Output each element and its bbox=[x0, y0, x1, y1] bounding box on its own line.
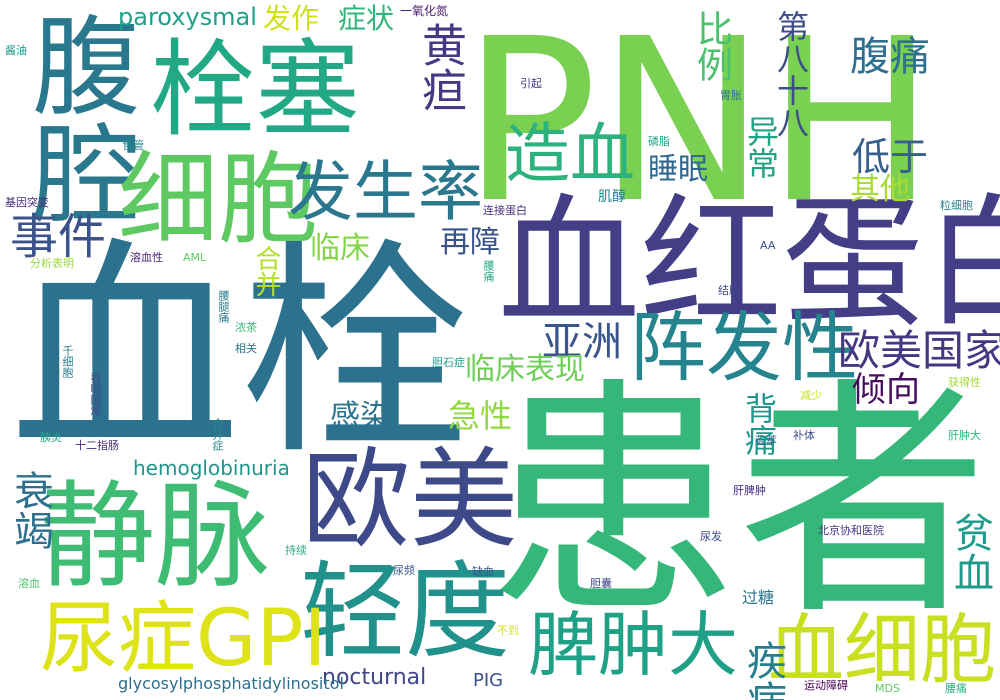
cloud-word: AML bbox=[183, 251, 207, 264]
cloud-word: 血红蛋白 bbox=[498, 181, 1000, 346]
cloud-word: 黄疸 bbox=[414, 22, 467, 112]
cloud-word: 血细胞 bbox=[768, 605, 996, 694]
cloud-word: 相关 bbox=[235, 342, 257, 355]
cloud-word: 比例 bbox=[691, 10, 732, 82]
cloud-word: AA bbox=[760, 239, 776, 252]
cloud-word: 第八十八 bbox=[772, 10, 810, 138]
cloud-word: 异常 bbox=[742, 115, 780, 179]
cloud-word: 缺血 bbox=[472, 565, 494, 578]
cloud-word: 减少 bbox=[800, 389, 822, 402]
cloud-word: 尿症GPI bbox=[40, 594, 327, 684]
cloud-word: 亚洲 bbox=[542, 319, 622, 365]
cloud-word: 尿发 bbox=[700, 530, 722, 543]
cloud-word: 欧美 bbox=[302, 438, 519, 563]
cloud-word: 其他 bbox=[850, 172, 910, 207]
cloud-word: 粒细胞 bbox=[940, 199, 973, 212]
cloud-word: 栓塞 bbox=[150, 29, 361, 151]
cloud-word: 低于 bbox=[852, 135, 929, 179]
cloud-word: 腹痛 bbox=[850, 34, 930, 80]
cloud-word: PNH bbox=[462, 0, 936, 253]
cloud-word: 浓茶 bbox=[235, 321, 257, 334]
cloud-word: 溶血性 bbox=[130, 251, 163, 264]
cloud-word: 连接蛋白 bbox=[483, 204, 527, 217]
cloud-word: 十二指肠 bbox=[75, 439, 119, 452]
cloud-word: 千细胞 bbox=[61, 345, 74, 378]
cloud-word: 倾向 bbox=[852, 370, 920, 410]
cloud-word: 一氧化氮 bbox=[400, 4, 449, 18]
cloud-word: 合并症 bbox=[211, 418, 224, 451]
cloud-word: 衰竭 bbox=[7, 470, 53, 550]
cloud-word: 肝肿大 bbox=[948, 429, 981, 442]
cloud-word: paroxysmal bbox=[118, 3, 257, 31]
cloud-word: 患者 bbox=[488, 357, 988, 648]
cloud-word: 轻度 bbox=[300, 551, 511, 673]
cloud-word: 酱油 bbox=[5, 44, 27, 57]
cloud-word: 引起 bbox=[520, 77, 542, 90]
cloud-word: 合并 bbox=[251, 245, 281, 297]
cloud-word: 细胞 bbox=[118, 141, 318, 258]
cloud-word: 背痛 bbox=[740, 392, 778, 456]
cloud-word: PIG bbox=[473, 670, 504, 691]
cloud-word: 再障 bbox=[440, 225, 500, 260]
cloud-word: 吞咽困难 bbox=[89, 372, 102, 416]
cloud-word: 腹腔 bbox=[14, 10, 139, 226]
cloud-word: 胆石症 bbox=[432, 356, 465, 369]
cloud-word: MDS bbox=[875, 682, 900, 695]
cloud-word: 腰腿痛 bbox=[217, 290, 230, 323]
cloud-word: 过糖 bbox=[742, 588, 775, 607]
cloud-word: 发作 bbox=[263, 2, 320, 35]
cloud-word: 贫血 bbox=[947, 512, 993, 592]
cloud-word: 临床 bbox=[310, 231, 370, 266]
cloud-word: glycosylphosphatidylinositol bbox=[118, 674, 344, 693]
cloud-word: 北京协和医院 bbox=[818, 524, 884, 537]
cloud-word: 事件 bbox=[10, 209, 107, 265]
cloud-word: 溶血 bbox=[18, 577, 40, 590]
cloud-word: nocturnal bbox=[322, 665, 427, 690]
cloud-word: 基因突变 bbox=[5, 196, 49, 209]
cloud-word: 血栓 bbox=[10, 219, 471, 486]
cloud-word: 肝脾肿 bbox=[733, 484, 766, 497]
cloud-word: 发生率 bbox=[288, 155, 484, 230]
cloud-word: 腰痛 bbox=[482, 260, 495, 282]
cloud-word: 脾肿大 bbox=[528, 604, 738, 686]
cloud-word: 结肠 bbox=[718, 284, 740, 297]
cloud-word: 临床表现 bbox=[465, 352, 585, 387]
cloud-word: 获得性 bbox=[948, 376, 981, 389]
cloud-word: 荟萃 bbox=[755, 434, 777, 447]
cloud-word: 胰炎 bbox=[40, 431, 62, 444]
cloud-word: 欧美国家 bbox=[838, 326, 1000, 375]
cloud-word: 不到 bbox=[497, 624, 519, 637]
cloud-word: hemoglobinuria bbox=[133, 456, 290, 480]
cloud-word: 睡眠 bbox=[648, 152, 708, 187]
cloud-word: 磷脂 bbox=[648, 135, 670, 148]
cloud-word: 阵发性 bbox=[630, 303, 858, 392]
cloud-word: 尿频 bbox=[393, 564, 415, 577]
cloud-word: 感染 bbox=[330, 399, 390, 434]
cloud-word: 运动障碍 bbox=[804, 679, 848, 692]
cloud-word: 静脉 bbox=[40, 470, 271, 604]
cloud-word: 补体 bbox=[793, 429, 815, 442]
cloud-word: 疾病 bbox=[740, 640, 786, 700]
cloud-word: 造血 bbox=[505, 117, 636, 192]
cloud-word: 胃胀 bbox=[720, 89, 742, 102]
cloud-word: 食管 bbox=[122, 139, 144, 152]
cloud-word: 持续 bbox=[285, 544, 307, 557]
cloud-word: 分析表明 bbox=[30, 257, 74, 270]
cloud-word: 胆囊 bbox=[590, 577, 612, 590]
cloud-word: 急性 bbox=[448, 397, 513, 435]
cloud-word: 肌醇 bbox=[598, 189, 626, 205]
cloud-word: 症状 bbox=[338, 2, 395, 35]
cloud-word: 腰痛 bbox=[945, 682, 967, 695]
